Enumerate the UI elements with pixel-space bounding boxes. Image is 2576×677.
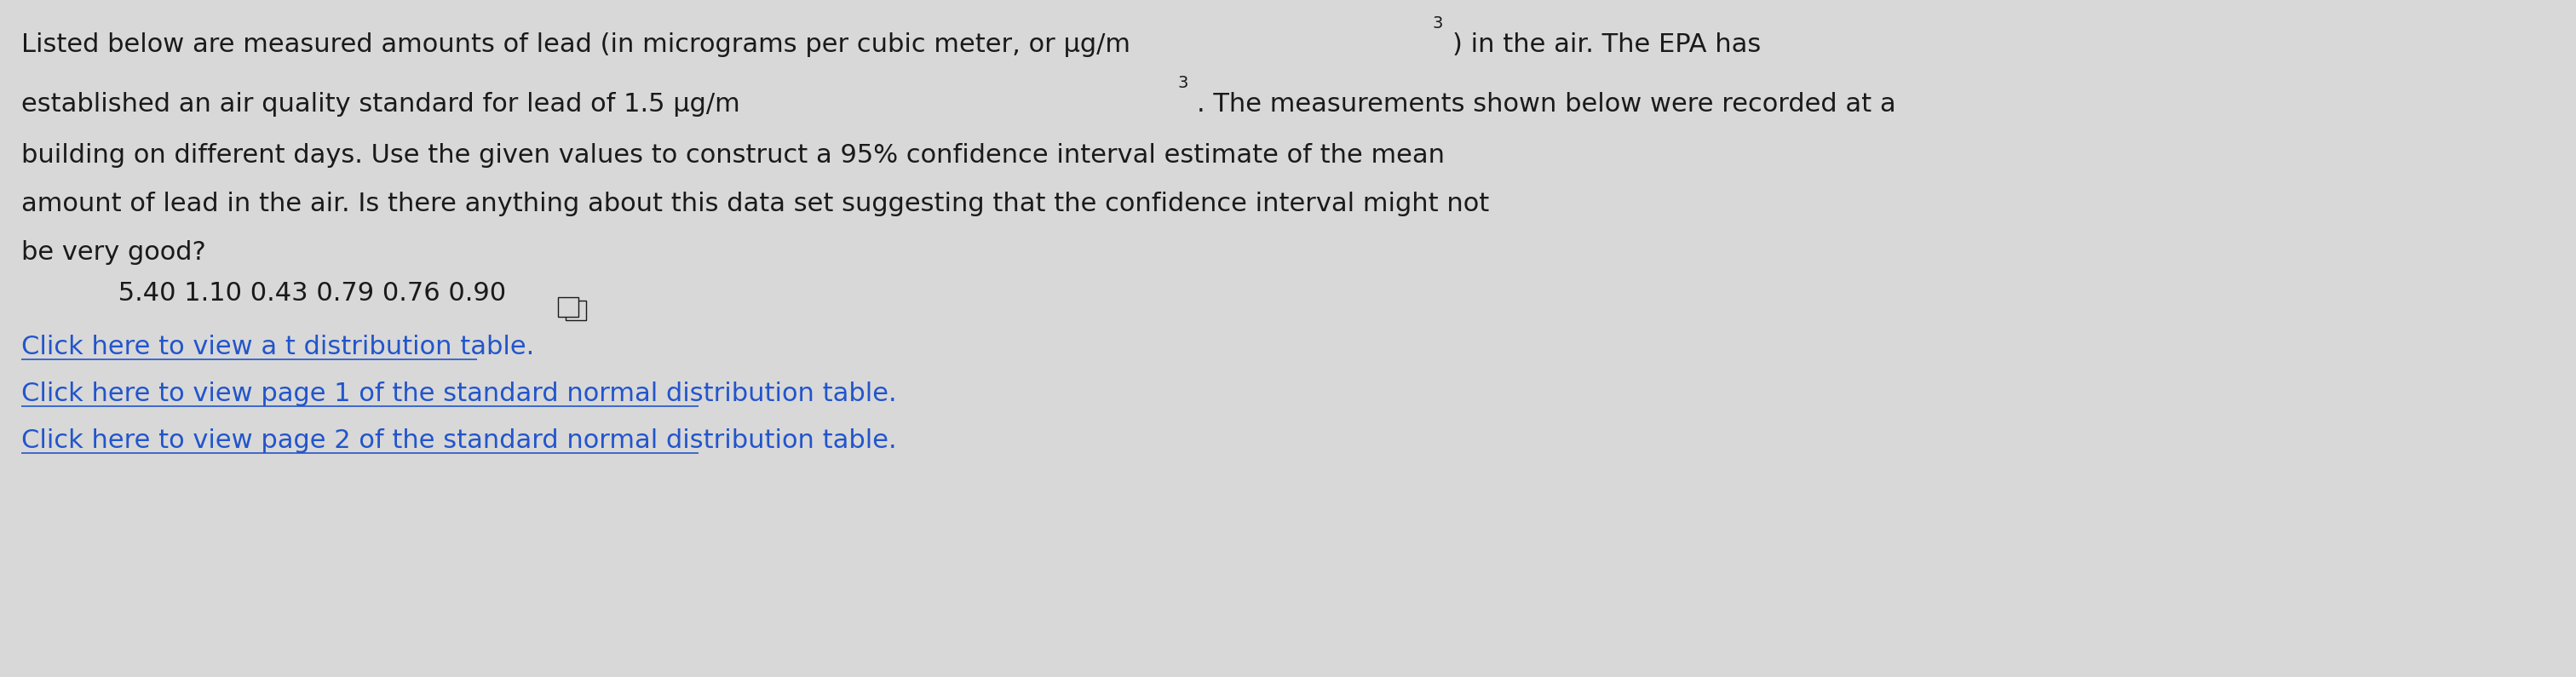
- Text: Click here to view page 1 of the standard normal distribution table.: Click here to view page 1 of the standar…: [21, 382, 896, 406]
- Text: building on different days. Use the given values to construct a 95% confidence i: building on different days. Use the give…: [21, 143, 1445, 168]
- Text: . The measurements shown below were recorded at a: . The measurements shown below were reco…: [1198, 92, 1896, 116]
- Text: ) in the air. The EPA has: ) in the air. The EPA has: [1453, 32, 1762, 57]
- Text: Listed below are measured amounts of lead (in micrograms per cubic meter, or μg/: Listed below are measured amounts of lea…: [21, 32, 1131, 57]
- FancyBboxPatch shape: [559, 297, 577, 317]
- Text: amount of lead in the air. Is there anything about this data set suggesting that: amount of lead in the air. Is there anyt…: [21, 192, 1489, 216]
- Text: 3: 3: [1177, 75, 1188, 91]
- Text: 5.40 1.10 0.43 0.79 0.76 0.90: 5.40 1.10 0.43 0.79 0.76 0.90: [77, 281, 505, 306]
- Text: 3: 3: [1432, 16, 1443, 32]
- Text: be very good?: be very good?: [21, 240, 206, 265]
- Text: Click here to view page 2 of the standard normal distribution table.: Click here to view page 2 of the standar…: [21, 429, 896, 453]
- Text: established an air quality standard for lead of 1.5 μg/m: established an air quality standard for …: [21, 92, 739, 116]
- Text: Click here to view a t distribution table.: Click here to view a t distribution tabl…: [21, 334, 533, 359]
